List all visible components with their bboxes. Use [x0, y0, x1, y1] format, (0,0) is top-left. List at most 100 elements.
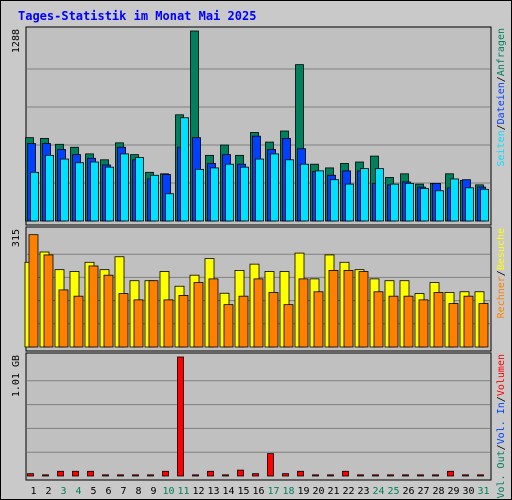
bar-seiten-day-8	[135, 157, 144, 222]
bar-volumen-day-28	[432, 474, 439, 477]
y-max-label: 315	[11, 229, 22, 247]
legend-separator: /	[496, 270, 507, 276]
bar-seiten-day-2	[45, 154, 54, 222]
x-day-label-2: 2	[45, 486, 51, 497]
bar-seiten-day-5	[90, 161, 99, 222]
bar-seiten-day-9	[150, 174, 159, 222]
legend-item-anfragen: Anfragen	[496, 28, 507, 76]
legend-item-rechner: Rechner	[496, 276, 507, 318]
legend-item-volumen: Volumen	[496, 354, 507, 396]
bar-rechner-day-22	[343, 270, 354, 348]
bar-volumen-day-20	[312, 474, 319, 477]
legend-middle: Rechner/Besuche	[496, 228, 507, 318]
x-day-label-29: 29	[447, 486, 459, 497]
bar-rechner-day-18	[283, 304, 294, 348]
bar-seiten-day-1	[30, 171, 39, 222]
bar-volumen-day-24	[372, 474, 379, 477]
bar-rechner-day-4	[73, 295, 84, 348]
bar-volumen-day-17	[267, 453, 274, 477]
bar-volumen-day-25	[387, 474, 394, 477]
bar-volumen-day-8	[132, 474, 139, 477]
panel-middle: 315	[11, 226, 492, 352]
bar-rechner-day-9	[148, 280, 159, 348]
bar-volumen-day-14	[222, 474, 229, 477]
bar-volumen-day-22	[342, 470, 349, 477]
bar-volumen-day-18	[282, 473, 289, 477]
right-legends: Seiten/Dateien/AnfragenRechner/BesucheVo…	[496, 28, 507, 499]
bar-rechner-day-26	[403, 295, 414, 348]
x-day-label-28: 28	[432, 486, 444, 497]
bar-volumen-day-1	[27, 473, 34, 477]
x-day-label-12: 12	[192, 486, 204, 497]
x-day-label-18: 18	[282, 486, 294, 497]
bar-volumen-day-10	[162, 470, 169, 477]
x-axis-day-labels: 1 2 3 4 5 6 7 8 9 10 11 12 13 14 15 16 17 18 19 20 21 22 23 24 2…	[30, 486, 489, 497]
bar-seiten-day-23	[360, 168, 369, 222]
x-day-label-31: 31	[477, 486, 489, 497]
bar-rechner-day-7	[118, 293, 129, 348]
bar-volumen-day-13	[207, 470, 214, 477]
bar-seiten-day-27	[420, 188, 429, 222]
bar-volumen-day-21	[327, 474, 334, 477]
y-max-label: 1288	[11, 29, 22, 53]
x-day-label-13: 13	[207, 486, 219, 497]
legend-item-vol-in: Vol. In	[496, 402, 507, 444]
bar-volumen-day-2	[42, 474, 49, 477]
legend-separator: /	[496, 444, 507, 450]
bar-volumen-day-15	[237, 469, 244, 477]
bar-rechner-day-20	[313, 291, 324, 348]
x-day-label-3: 3	[60, 486, 66, 497]
bar-rechner-day-15	[238, 295, 249, 348]
x-day-label-25: 25	[387, 486, 399, 497]
panel-bottom: 1.01 GB	[11, 352, 492, 481]
bar-rechner-day-21	[328, 270, 339, 348]
bar-volumen-day-30	[462, 474, 469, 477]
legend-separator: /	[496, 76, 507, 82]
bar-rechner-day-23	[358, 271, 369, 348]
legend-top: Seiten/Dateien/Anfragen	[496, 28, 507, 167]
bar-rechner-day-30	[463, 295, 474, 348]
legend-bottom: Vol. Out/Vol. In/Volumen	[496, 354, 507, 499]
bar-seiten-day-11	[180, 117, 189, 222]
chart-panels: 1288 315 1.01 GB	[11, 26, 492, 481]
bar-seiten-day-26	[405, 182, 414, 222]
x-day-label-6: 6	[105, 486, 111, 497]
bar-volumen-day-12	[192, 474, 199, 477]
bar-seiten-day-19	[300, 163, 309, 222]
bar-volumen-day-9	[147, 474, 154, 477]
x-day-label-4: 4	[75, 486, 81, 497]
bar-seiten-day-28	[435, 190, 444, 222]
x-day-label-16: 16	[252, 486, 264, 497]
bar-volumen-day-29	[447, 470, 454, 477]
bar-seiten-day-15	[240, 166, 249, 222]
x-day-label-30: 30	[462, 486, 474, 497]
bar-seiten-day-22	[345, 183, 354, 222]
x-day-label-10: 10	[162, 486, 174, 497]
x-day-label-14: 14	[222, 486, 234, 497]
x-day-label-26: 26	[402, 486, 414, 497]
bar-rechner-day-1	[28, 234, 39, 348]
bar-volumen-day-31	[477, 474, 484, 477]
bar-seiten-day-31	[480, 188, 489, 222]
x-day-label-1: 1	[30, 486, 36, 497]
bar-seiten-day-12	[195, 168, 204, 222]
bar-volumen-day-5	[87, 470, 94, 477]
bar-rechner-day-12	[193, 282, 204, 348]
bar-rechner-day-28	[433, 292, 444, 348]
bar-seiten-day-7	[120, 153, 129, 222]
x-day-label-7: 7	[120, 486, 126, 497]
bar-seiten-day-4	[75, 162, 84, 222]
x-day-label-9: 9	[150, 486, 156, 497]
bar-volumen-day-6	[102, 474, 109, 477]
bar-rechner-day-19	[298, 278, 309, 348]
x-day-label-19: 19	[297, 486, 309, 497]
legend-item-seiten: Seiten	[496, 130, 507, 166]
bar-rechner-day-25	[388, 295, 399, 348]
x-day-label-5: 5	[90, 486, 96, 497]
legend-item-dateien: Dateien	[496, 82, 507, 124]
x-day-label-22: 22	[342, 486, 354, 497]
bar-rechner-day-2	[43, 254, 54, 348]
bar-volumen-day-23	[357, 474, 364, 477]
bar-rechner-day-11	[178, 295, 189, 348]
